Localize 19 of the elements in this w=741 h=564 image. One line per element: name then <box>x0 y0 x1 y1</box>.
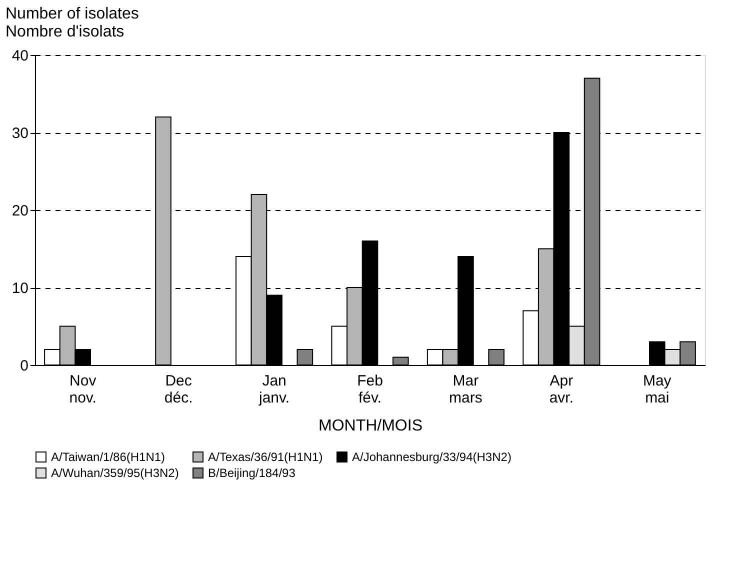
y-axis-title: Number of isolates Nombre d'isolats <box>6 6 139 40</box>
x-tick-label: May mai <box>642 372 672 406</box>
legend-label: A/Johannesburg/33/94(H3N2) <box>352 450 512 464</box>
y-tick-label: 30 <box>12 125 28 142</box>
y-tick-label: 20 <box>12 202 28 220</box>
y-tick-label: 0 <box>20 358 28 374</box>
x-tick-label: Nov nov. <box>69 372 97 406</box>
x-tick-label: Dec déc. <box>164 372 193 406</box>
y-tick-label: 40 <box>12 48 28 64</box>
x-tick-label: Mar mars <box>449 372 482 406</box>
x-tick-label: Feb fév. <box>357 372 383 406</box>
x-tick-label: Jan janv. <box>258 372 290 406</box>
legend-label: A/Taiwan/1/86(H1N1) <box>51 450 166 464</box>
legend-label: A/Wuhan/359/95(H3N2) <box>51 466 179 480</box>
x-tick-label: Apr avr. <box>549 372 574 406</box>
y-tick-label: 10 <box>12 280 28 297</box>
legend-label: B/Beijing/184/93 <box>208 466 296 480</box>
legend-label: A/Texas/36/91(H1N1) <box>208 450 323 464</box>
x-axis-title: MONTH/MOIS <box>318 418 422 434</box>
